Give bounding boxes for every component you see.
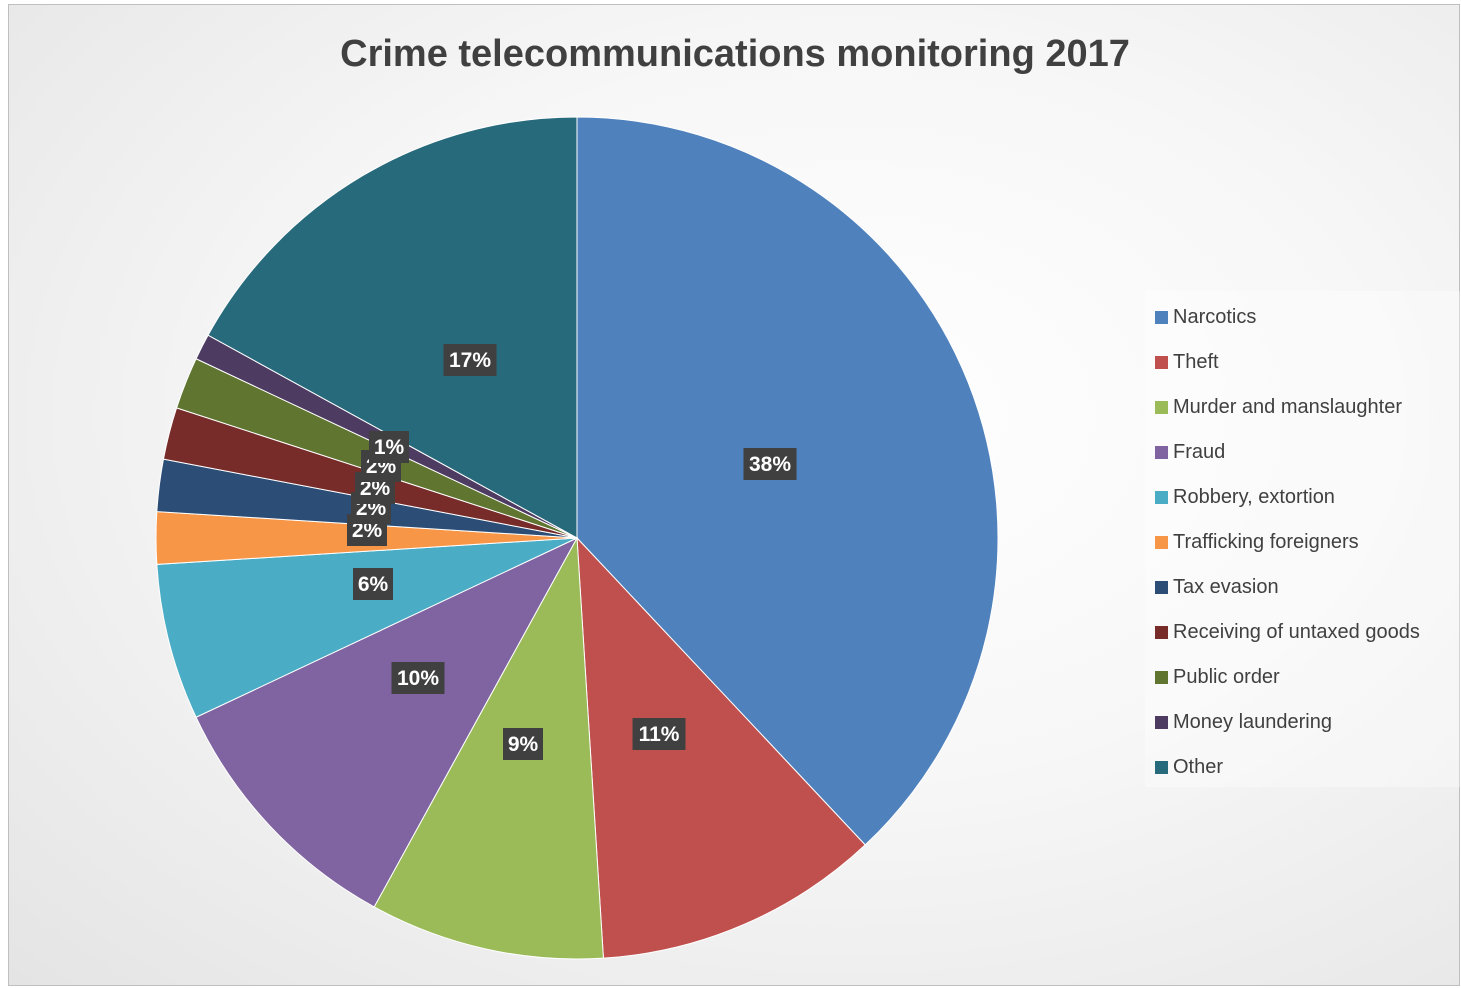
data-label-text: 2% [360, 477, 391, 500]
data-label: 10% [391, 662, 445, 694]
legend-label: Robbery, extortion [1173, 485, 1335, 508]
data-label: 17% [443, 344, 497, 376]
data-label-box [443, 344, 497, 376]
data-label: 38% [743, 448, 797, 480]
legend-item: Public order [1155, 662, 1280, 692]
legend-label: Narcotics [1173, 305, 1257, 328]
legend-label: Fraud [1173, 440, 1226, 463]
pie-slice-murder-and-manslaughter [373, 536, 604, 960]
legend-item: Fraud [1155, 437, 1225, 467]
data-label: 9% [503, 728, 543, 760]
legend-item: Other [1155, 752, 1223, 782]
legend: Narcotics Theft Murder and manslaughter Fra… [1145, 291, 1461, 787]
data-label-box [353, 568, 393, 600]
data-label-box [632, 718, 686, 750]
data-label-text: 38% [749, 453, 791, 476]
pie-chart: 38%11%9%10%6%2%2%2%2%1%17% [155, 116, 999, 960]
data-label-text: 6% [358, 573, 389, 596]
legend-label: Receiving of untaxed goods [1173, 620, 1420, 643]
legend-item: Money laundering [1155, 707, 1332, 737]
legend-swatch [1155, 490, 1168, 504]
data-label-text: 10% [397, 667, 439, 690]
legend-swatch [1155, 400, 1168, 414]
legend-swatch [1155, 580, 1168, 594]
pie-slice-fraud [195, 536, 579, 908]
pie-slice-robbery-extortion [156, 537, 578, 718]
legend-label: Tax evasion [1173, 575, 1279, 598]
legend-swatch [1155, 535, 1168, 549]
legend-item: Tax evasion [1155, 572, 1279, 602]
data-label-text: 1% [374, 436, 405, 459]
data-label-text: 9% [508, 733, 539, 756]
legend-label: Trafficking foreigners [1173, 530, 1359, 553]
data-label-box [743, 448, 797, 480]
legend-item: Theft [1155, 347, 1219, 377]
pie-slice-theft [576, 536, 866, 959]
data-label-box [391, 662, 445, 694]
chart-title: Crime telecommunications monitoring 2017 [340, 33, 1130, 75]
data-label: 1% [369, 431, 409, 463]
legend-swatch [1155, 355, 1168, 369]
legend-swatch [1155, 625, 1168, 639]
legend-item: Robbery, extortion [1155, 482, 1335, 512]
legend-label: Murder and manslaughter [1173, 395, 1403, 418]
legend-swatch [1155, 445, 1168, 459]
legend-swatch [1155, 760, 1168, 774]
pie-slice-other [207, 116, 578, 539]
chart-area: Crime telecommunications monitoring 2017… [8, 4, 1461, 986]
legend-item: Receiving of untaxed goods [1155, 617, 1420, 647]
data-label: 11% [632, 718, 686, 750]
data-label-text: 11% [639, 723, 680, 746]
data-label: 6% [353, 568, 393, 600]
data-label-box [369, 431, 409, 463]
data-label-text: 2% [352, 519, 383, 542]
legend-swatch [1155, 715, 1168, 729]
legend-swatch [1155, 670, 1168, 684]
legend-item: Narcotics [1155, 302, 1256, 332]
data-label-box [503, 728, 543, 760]
data-label-text: 17% [449, 349, 491, 372]
legend-label: Other [1173, 755, 1224, 778]
legend-label: Theft [1173, 350, 1219, 373]
legend-swatch [1155, 310, 1168, 324]
legend-item: Trafficking foreigners [1155, 527, 1359, 557]
legend-label: Public order [1173, 665, 1280, 688]
legend-item: Murder and manslaughter [1155, 392, 1402, 422]
pie-slice-narcotics [576, 116, 999, 846]
legend-label: Money laundering [1173, 710, 1332, 733]
